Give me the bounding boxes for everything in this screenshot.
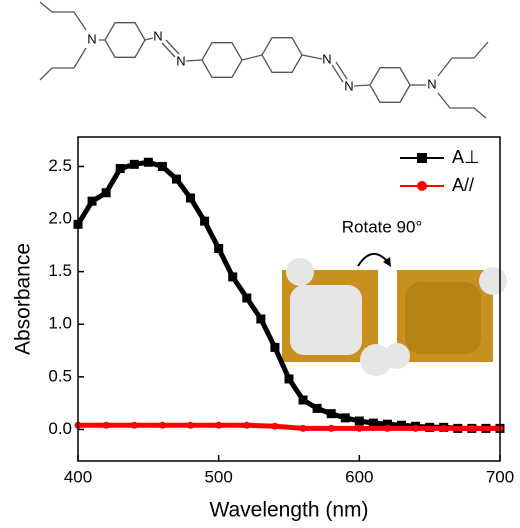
legend-label: A// (452, 175, 474, 195)
point (368, 418, 378, 428)
point (228, 272, 238, 282)
y-tick-label: 0.5 (48, 366, 72, 385)
butyl-chain (437, 92, 487, 119)
point (87, 196, 97, 206)
point (115, 164, 125, 174)
point (102, 421, 110, 429)
bond (335, 61, 348, 80)
x-tick-label: 500 (204, 467, 232, 486)
arrow (357, 253, 389, 267)
photo-region (384, 343, 410, 369)
molecule (39, 1, 489, 119)
benzene-ring (261, 37, 303, 73)
legend-label: A⊥ (452, 147, 480, 167)
point (298, 395, 308, 405)
y-tick-label: 2.0 (48, 209, 72, 228)
point (130, 421, 138, 429)
inset: Rotate 90° (282, 217, 507, 376)
point (412, 424, 420, 432)
legend-marker (417, 153, 427, 163)
bond (301, 54, 323, 60)
point (200, 216, 210, 226)
point (143, 157, 153, 167)
point (340, 413, 350, 423)
x-axis-label: Wavelength (nm) (209, 499, 368, 522)
y-tick-label: 1.0 (48, 314, 72, 333)
atom-label: N (153, 28, 162, 43)
point (271, 422, 279, 430)
point (242, 293, 252, 303)
point (187, 421, 195, 429)
ring-inner (275, 43, 297, 68)
ring-inner (383, 73, 405, 98)
point (158, 421, 166, 429)
atom-label: N (176, 53, 185, 68)
bond (241, 54, 263, 61)
y-tick-label: 0.0 (48, 419, 72, 438)
x-tick-label: 600 (345, 467, 373, 486)
point (355, 424, 363, 432)
point (171, 174, 181, 184)
bond (165, 39, 180, 55)
butyl-chain (39, 1, 87, 31)
point (270, 342, 280, 352)
point (157, 161, 167, 171)
benzene-ring (201, 42, 243, 78)
y-tick-label: 1.5 (48, 261, 72, 280)
annotation: Rotate 90° (342, 217, 423, 236)
series-line (78, 422, 500, 431)
point (101, 188, 111, 198)
point (214, 244, 224, 254)
photo-region (290, 285, 362, 355)
bond (353, 84, 371, 87)
photo-region (405, 282, 481, 354)
atom-label: N (427, 76, 436, 91)
point (215, 421, 223, 429)
point (186, 193, 196, 203)
legend-marker (417, 181, 427, 191)
point (354, 416, 364, 426)
photo-region (360, 344, 392, 376)
point (312, 403, 322, 413)
atom-label: N (344, 78, 353, 93)
point (326, 409, 336, 419)
photo-region (286, 258, 314, 286)
arrow-head (383, 257, 391, 267)
bond (161, 42, 176, 58)
benzene-ring (104, 22, 146, 58)
bond (144, 37, 154, 41)
atom-label: N (87, 31, 96, 46)
ring-inner (215, 48, 237, 73)
point (284, 374, 294, 384)
point (397, 420, 407, 430)
point (383, 424, 391, 432)
butyl-chain (437, 41, 489, 77)
butyl-chain (39, 47, 87, 81)
point (382, 419, 392, 429)
benzene-ring (369, 67, 411, 103)
point (129, 159, 139, 169)
photo-region (479, 267, 507, 295)
point (327, 424, 335, 432)
point (299, 424, 307, 432)
bond (185, 59, 203, 62)
ring-inner (118, 28, 140, 53)
plot-frame (77, 136, 501, 462)
point (256, 314, 266, 324)
x-tick-label: 700 (486, 467, 514, 486)
atom-label: N (322, 51, 331, 66)
point (243, 421, 251, 429)
bond (331, 64, 344, 83)
y-axis-label: Absorbance (12, 243, 35, 355)
point (440, 424, 448, 432)
y-tick-label: 2.5 (48, 156, 72, 175)
x-tick-label: 400 (64, 467, 92, 486)
point (468, 424, 476, 432)
